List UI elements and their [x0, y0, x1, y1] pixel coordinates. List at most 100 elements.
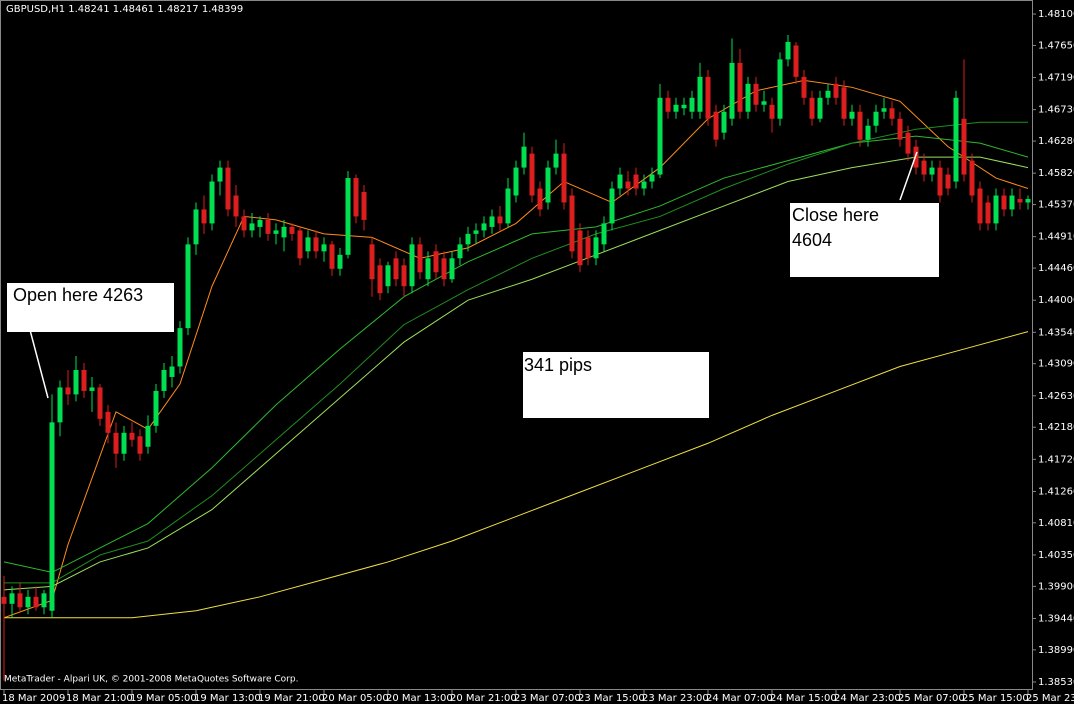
footer: MetaTrader - Alpari UK, © 2001-2008 Meta… — [4, 675, 298, 685]
candle-body — [865, 125, 871, 140]
x-tick-label: 23 Mar 23:00 — [642, 693, 709, 704]
y-tick-label: 1.43540 — [1038, 327, 1074, 338]
candle-body — [913, 146, 919, 168]
y-tick-label: 1.43090 — [1038, 359, 1074, 370]
candle-body — [593, 237, 599, 259]
candle-body — [49, 422, 55, 611]
candle-body — [705, 76, 711, 119]
candle-body — [585, 237, 591, 259]
candle-body — [169, 366, 175, 377]
candle-body — [41, 593, 47, 608]
candle-body — [825, 90, 831, 98]
candle-body — [369, 244, 375, 280]
candle-body — [697, 76, 703, 112]
candle-body — [689, 97, 695, 112]
candle-body — [977, 188, 983, 224]
candle-body — [417, 244, 423, 273]
open-note: Open here 4263 — [13, 285, 143, 305]
candle-body — [129, 432, 135, 440]
x-tick-label: 23 Mar 15:00 — [578, 693, 645, 704]
candle-body — [561, 153, 567, 203]
candle-body — [217, 167, 223, 182]
candle-body — [25, 596, 31, 608]
candle-body — [161, 369, 167, 391]
candle-body — [193, 209, 199, 245]
candle-body — [145, 425, 151, 447]
candle-body — [921, 160, 927, 175]
candle-body — [489, 216, 495, 227]
x-tick-label: 25 Mar 15:00 — [962, 693, 1029, 704]
y-tick-label: 1.45370 — [1038, 200, 1074, 211]
candle-body — [537, 188, 543, 210]
candle-body — [465, 233, 471, 245]
y-tick-label: 1.41720 — [1038, 454, 1074, 465]
candle-body — [257, 219, 263, 227]
candle-body — [81, 369, 87, 391]
candle-body — [873, 111, 879, 126]
candle-body — [361, 192, 367, 220]
moving-average — [3, 135, 1029, 573]
candle-body — [609, 188, 615, 224]
x-tick-label: 23 Mar 07:00 — [514, 693, 581, 704]
candle-body — [105, 411, 111, 433]
pips-note: 341 pips — [524, 355, 592, 375]
candle-body — [473, 230, 479, 234]
candle-body — [777, 59, 783, 119]
x-tick-label: 18 Mar 21:00 — [66, 693, 133, 704]
x-tick-label: 18 Mar 2009 — [2, 693, 65, 704]
candle-body — [945, 174, 951, 189]
candle-body — [1025, 198, 1031, 203]
candle-body — [553, 153, 559, 168]
chart-title: GBPUSD,H1 1.48241 1.48461 1.48217 1.4839… — [6, 4, 243, 15]
plot-frame — [0, 0, 1033, 690]
candle-body — [801, 76, 807, 98]
y-tick-label: 1.45820 — [1038, 168, 1074, 179]
candle-body — [769, 104, 775, 119]
candle-body — [953, 97, 959, 182]
candle-body — [185, 244, 191, 329]
candle-body — [297, 230, 303, 259]
candle-body — [529, 153, 535, 196]
y-tick-label: 1.40350 — [1038, 550, 1074, 561]
candle-body — [97, 387, 103, 419]
candle-body — [841, 87, 847, 119]
candle-body — [505, 188, 511, 224]
candle-body — [265, 219, 271, 234]
candle-body — [177, 328, 183, 367]
candle-body — [569, 195, 575, 252]
candle-body — [1001, 195, 1007, 210]
candle-body — [729, 62, 735, 119]
close-pointer — [899, 151, 918, 201]
candle-body — [1017, 198, 1023, 203]
candle-body — [793, 45, 799, 77]
candle-body — [201, 209, 207, 224]
candle-body — [289, 226, 295, 234]
x-tick-label: 25 Mar 07:00 — [898, 693, 965, 704]
candle-body — [513, 167, 519, 196]
candle-body — [385, 265, 391, 287]
candle-body — [425, 258, 431, 280]
close-note: Close here — [792, 205, 879, 225]
candle-body — [393, 258, 399, 280]
candle-body — [313, 237, 319, 252]
candle-body — [225, 167, 231, 210]
y-tick-label: 1.47650 — [1038, 40, 1074, 51]
candle-body — [601, 223, 607, 245]
x-tick-label: 20 Mar 05:00 — [322, 693, 389, 704]
x-tick-label: 20 Mar 13:00 — [386, 693, 453, 704]
y-tick-label: 1.44460 — [1038, 263, 1074, 274]
candle-body — [321, 244, 327, 252]
candle-body — [329, 244, 335, 269]
candle-body — [897, 118, 903, 140]
candle-body — [9, 593, 15, 604]
candle-body — [633, 174, 639, 189]
x-tick-label: 19 Mar 21:00 — [258, 693, 325, 704]
candle-body — [113, 432, 119, 454]
candle-body — [969, 160, 975, 196]
y-tick-label: 1.44910 — [1038, 232, 1074, 243]
candle-body — [401, 265, 407, 287]
x-tick-label: 19 Mar 05:00 — [130, 693, 197, 704]
candle-body — [137, 436, 143, 454]
candle-body — [353, 178, 359, 217]
candle-body — [673, 104, 679, 112]
